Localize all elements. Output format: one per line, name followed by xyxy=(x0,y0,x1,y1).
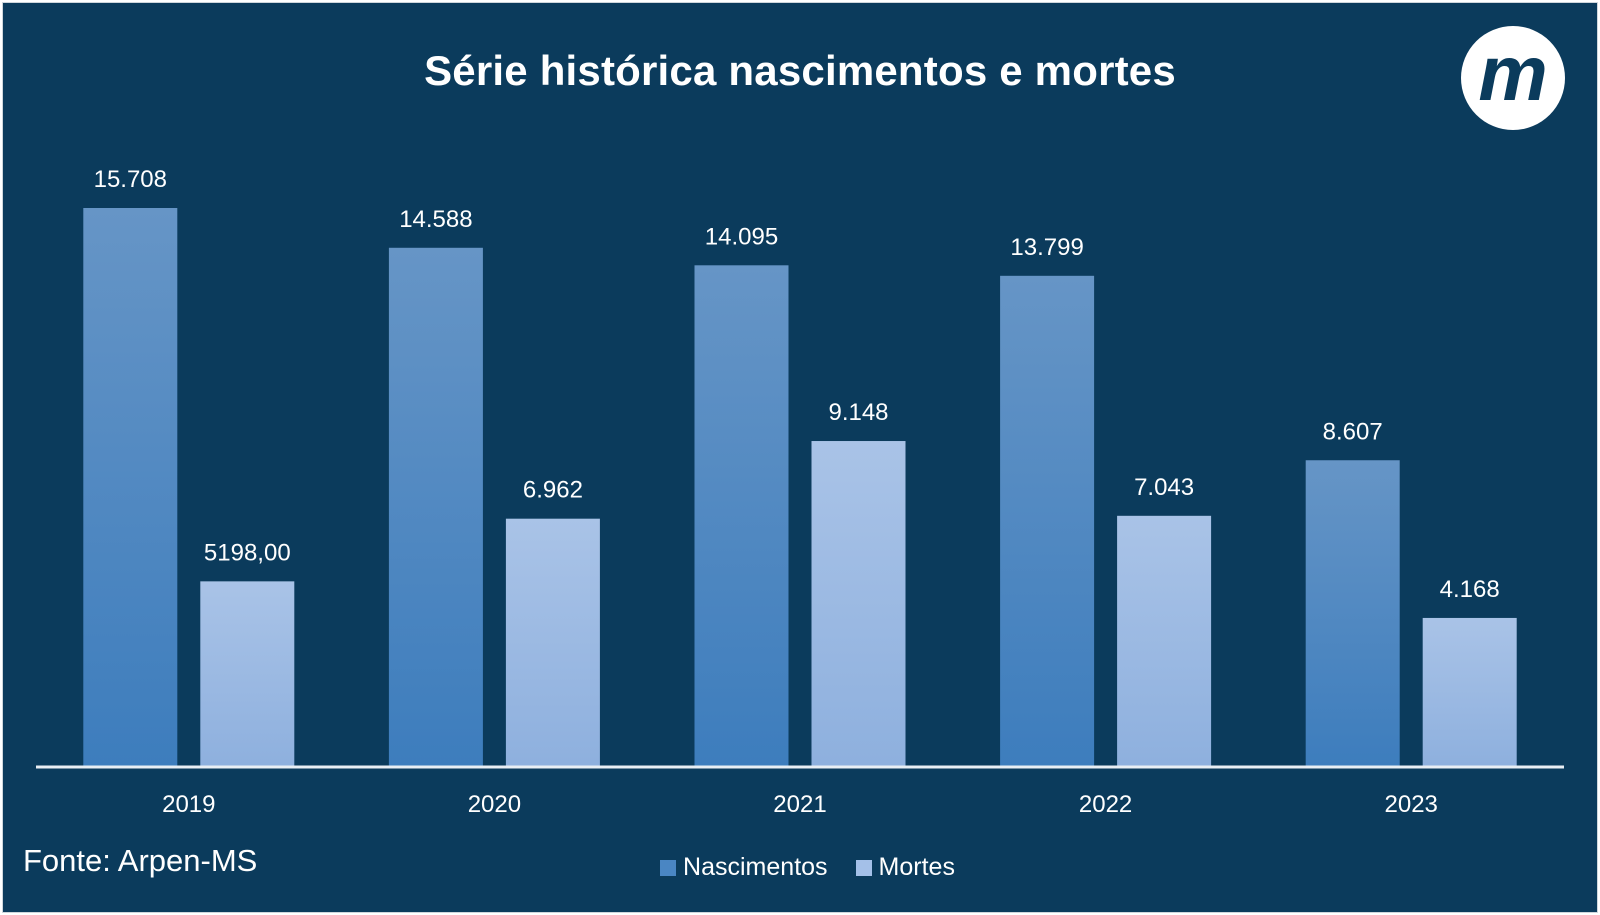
data-label-mortes-2021: 9.148 xyxy=(828,399,888,426)
data-label-mortes-2019: 5198,00 xyxy=(204,539,291,566)
data-label-nascimentos-2021: 14.095 xyxy=(705,223,778,250)
x-tick-label-2022: 2022 xyxy=(1079,791,1132,818)
legend-swatch-nascimentos xyxy=(660,859,677,876)
bar-mortes-2019 xyxy=(200,581,295,766)
bar-mortes-2023 xyxy=(1422,617,1517,766)
m-logo-icon: m xyxy=(1461,26,1565,130)
x-tick-label-2023: 2023 xyxy=(1385,791,1438,818)
bar-nascimentos-2022 xyxy=(1000,275,1095,766)
bar-mortes-2022 xyxy=(1117,515,1212,766)
legend-item-nascimentos: Nascimentos xyxy=(660,853,828,882)
x-tick-label-2021: 2021 xyxy=(773,791,826,818)
data-label-mortes-2020: 6.962 xyxy=(523,477,583,504)
data-label-nascimentos-2022: 13.799 xyxy=(1010,234,1083,261)
data-label-nascimentos-2019: 15.708 xyxy=(94,166,167,193)
legend-label-mortes: Mortes xyxy=(878,853,955,881)
legend-label-nascimentos: Nascimentos xyxy=(683,853,828,881)
legend-swatch-mortes xyxy=(855,859,872,876)
bar-nascimentos-2021 xyxy=(694,265,789,766)
source-note: Fonte: Arpen-MS xyxy=(23,843,258,878)
data-label-nascimentos-2023: 8.607 xyxy=(1323,418,1383,445)
x-tick-label-2019: 2019 xyxy=(162,791,215,818)
x-tick-label-2020: 2020 xyxy=(468,791,521,818)
data-label-mortes-2023: 4.168 xyxy=(1440,576,1500,603)
bar-mortes-2021 xyxy=(811,441,906,766)
chart-title: Série histórica nascimentos e mortes xyxy=(424,47,1176,94)
bar-nascimentos-2019 xyxy=(83,208,178,766)
data-label-nascimentos-2020: 14.588 xyxy=(399,206,472,233)
bar-mortes-2020 xyxy=(505,518,600,766)
legend-item-mortes: Mortes xyxy=(855,853,955,882)
bar-nascimentos-2023 xyxy=(1305,460,1400,766)
bar-nascimentos-2020 xyxy=(388,247,483,766)
logo-letter: m xyxy=(1478,29,1547,117)
data-label-mortes-2022: 7.043 xyxy=(1134,474,1194,501)
legend: Nascimentos Mortes xyxy=(0,853,1600,882)
